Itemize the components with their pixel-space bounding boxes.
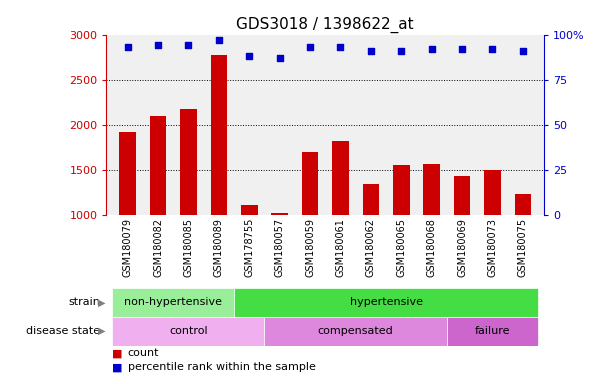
Text: disease state: disease state	[26, 326, 100, 336]
Bar	[302, 152, 319, 215]
Bar	[241, 205, 258, 215]
Point	[153, 42, 163, 48]
Title: GDS3018 / 1398622_at: GDS3018 / 1398622_at	[237, 17, 414, 33]
Text: control: control	[169, 326, 208, 336]
Bar	[447, 317, 538, 346]
Point	[275, 55, 285, 61]
Text: count: count	[128, 348, 159, 358]
Text: ▶: ▶	[98, 326, 105, 336]
Text: ■: ■	[112, 348, 126, 358]
Text: ■: ■	[112, 362, 126, 372]
Bar	[264, 317, 447, 346]
Bar	[393, 165, 410, 215]
Point	[457, 46, 467, 52]
Bar	[362, 184, 379, 215]
Point	[366, 48, 376, 54]
Bar	[180, 109, 197, 215]
Bar	[332, 141, 349, 215]
Point	[244, 53, 254, 59]
Bar	[112, 317, 264, 346]
Bar	[514, 194, 531, 215]
Bar	[271, 213, 288, 215]
Text: strain: strain	[69, 297, 100, 308]
Text: hypertensive: hypertensive	[350, 297, 423, 308]
Bar	[454, 176, 471, 215]
Bar	[423, 164, 440, 215]
Bar	[112, 288, 234, 317]
Text: non-hypertensive: non-hypertensive	[124, 297, 223, 308]
Text: failure: failure	[475, 326, 510, 336]
Point	[184, 42, 193, 48]
Bar	[119, 132, 136, 215]
Text: ▶: ▶	[98, 297, 105, 308]
Point	[488, 46, 497, 52]
Point	[214, 37, 224, 43]
Bar	[150, 116, 167, 215]
Bar	[210, 55, 227, 215]
Text: percentile rank within the sample: percentile rank within the sample	[128, 362, 316, 372]
Point	[518, 48, 528, 54]
Point	[396, 48, 406, 54]
Bar	[234, 288, 538, 317]
Point	[336, 44, 345, 50]
Bar	[484, 170, 501, 215]
Text: compensated: compensated	[318, 326, 393, 336]
Point	[427, 46, 437, 52]
Point	[123, 44, 133, 50]
Point	[305, 44, 315, 50]
